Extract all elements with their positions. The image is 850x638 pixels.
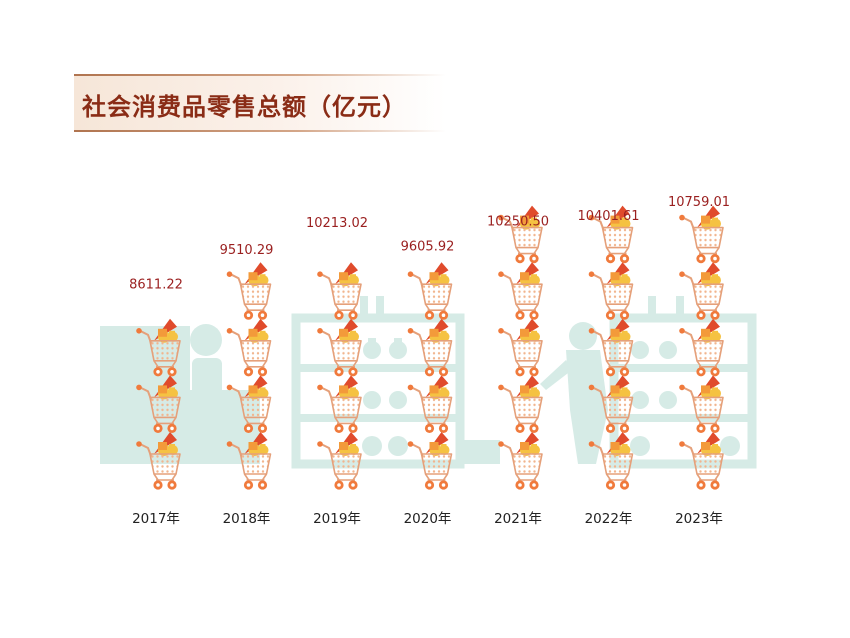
x-tick-label: 2018年 <box>223 511 271 527</box>
data-label: 10250.50 <box>487 215 549 230</box>
cart-icon <box>497 317 543 378</box>
cart-icon <box>316 374 362 434</box>
cart-icon <box>497 431 543 491</box>
cart-icon <box>316 261 362 321</box>
cart-icon <box>225 261 272 321</box>
data-label: 9605.92 <box>401 239 455 254</box>
title-rule-bottom <box>74 130 446 132</box>
bar-cart-stack <box>678 204 724 491</box>
bar-cart-stack <box>497 204 543 491</box>
bar-cart-stack <box>406 261 453 491</box>
cart-icon <box>678 374 724 434</box>
title-band <box>74 76 446 130</box>
x-tick-label: 2022年 <box>585 511 633 527</box>
data-label: 10759.01 <box>668 195 730 210</box>
x-tick-label: 2023年 <box>675 511 723 527</box>
data-label: 10213.02 <box>306 216 368 231</box>
x-tick-label: 2020年 <box>404 511 452 527</box>
title-rule-top <box>74 74 446 76</box>
cart-icon <box>587 261 634 321</box>
cart-icon <box>678 204 724 265</box>
bar-cart-stack <box>316 261 362 491</box>
cart-icon <box>225 317 272 378</box>
chart-title: 社会消费品零售总额（亿元） <box>82 93 407 121</box>
data-label: 8611.22 <box>129 278 183 293</box>
data-label: 10401.61 <box>577 209 639 224</box>
background-supermarket-scene <box>100 296 757 469</box>
x-tick-label: 2017年 <box>132 511 180 527</box>
cart-icon <box>497 374 543 434</box>
cart-icon <box>497 261 543 321</box>
data-label: 9510.29 <box>220 243 274 258</box>
x-tick-label: 2021年 <box>494 511 542 527</box>
x-tick-label: 2019年 <box>313 511 361 527</box>
cart-icon <box>678 261 724 321</box>
cart-icon <box>406 261 453 321</box>
cart-icon <box>406 374 453 434</box>
